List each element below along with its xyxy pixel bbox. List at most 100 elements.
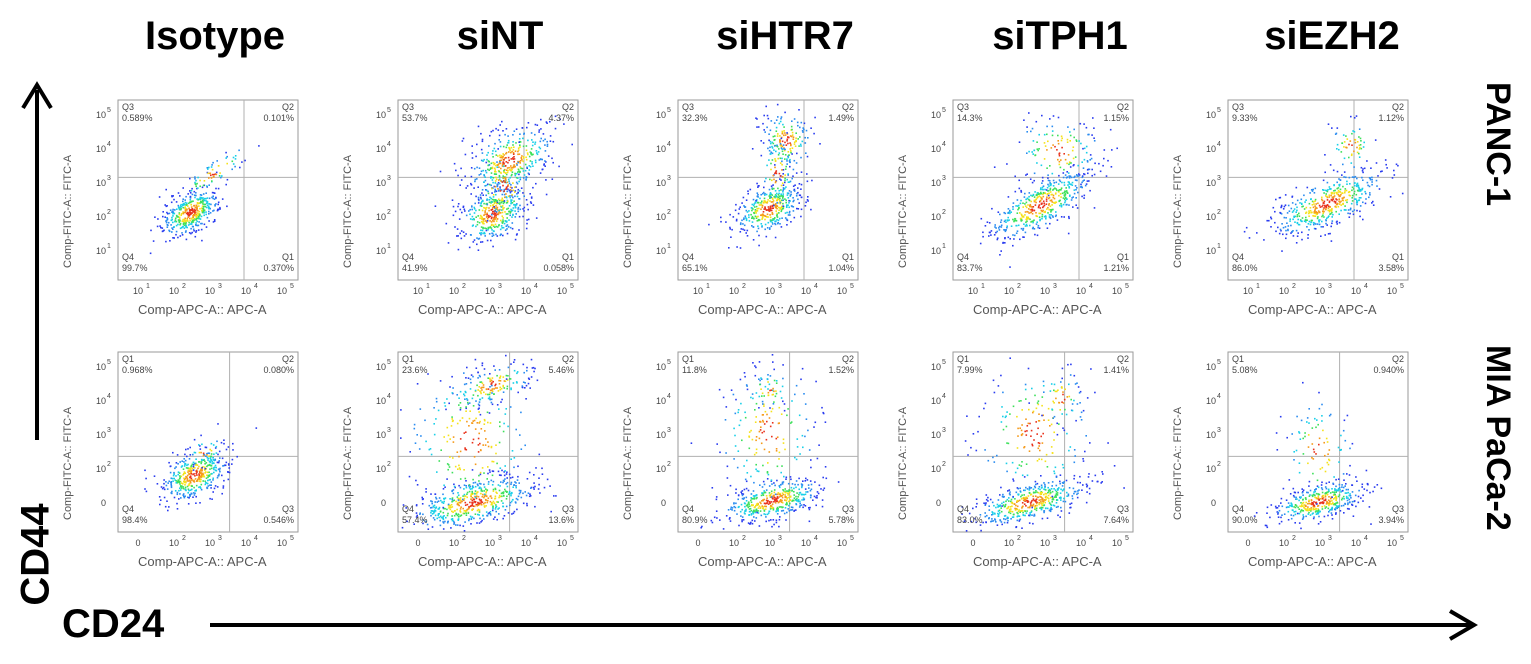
event-dot (780, 179, 782, 181)
event-dot (486, 212, 488, 215)
event-dot (544, 160, 546, 162)
event-dot (466, 420, 468, 423)
event-dot (770, 153, 772, 155)
event-dot (541, 158, 543, 161)
event-dot (178, 213, 181, 216)
event-dot (498, 182, 501, 185)
event-dot (201, 207, 203, 209)
event-dot (735, 203, 737, 206)
event-dot (1039, 207, 1042, 209)
event-dot (1019, 202, 1022, 205)
event-dot (480, 499, 483, 501)
event-dot (208, 464, 210, 466)
event-dot (1031, 208, 1034, 211)
event-dot (498, 379, 500, 382)
event-dot (493, 393, 495, 395)
x-tick-exponent: 4 (1089, 283, 1093, 290)
event-dot (1056, 149, 1058, 151)
event-dot (196, 220, 198, 223)
event-dot (211, 168, 214, 171)
event-dot (209, 212, 212, 214)
event-dot (473, 239, 476, 241)
event-dot (792, 210, 795, 212)
event-dot (1345, 135, 1347, 137)
event-dot (470, 523, 472, 525)
event-dot (496, 161, 498, 163)
event-dot (1047, 183, 1049, 186)
event-dot (485, 220, 488, 223)
event-dot (748, 210, 750, 212)
event-dot (731, 228, 733, 231)
event-dot (467, 403, 469, 405)
event-dot (501, 165, 504, 167)
event-dot (193, 208, 195, 211)
event-dot (511, 190, 513, 192)
event-dot (207, 459, 209, 461)
event-dot (208, 455, 210, 457)
event-dot (772, 203, 775, 206)
event-dot (198, 217, 201, 220)
event-dot (481, 490, 484, 492)
event-dot (196, 464, 199, 466)
event-dot (480, 232, 483, 234)
x-tick-label: 10 (1351, 286, 1361, 296)
event-dot (1032, 226, 1034, 229)
event-dot (774, 194, 777, 196)
event-dot (1311, 200, 1314, 203)
event-dot (527, 172, 530, 175)
event-dot (1324, 205, 1327, 208)
event-dot (471, 157, 474, 159)
event-dot (507, 425, 509, 428)
event-dot (1337, 189, 1340, 192)
event-dot (1309, 209, 1312, 212)
event-dot (739, 510, 742, 513)
event-dot (785, 144, 788, 146)
event-dot (443, 500, 445, 503)
event-dot (1268, 219, 1270, 222)
event-dot (199, 185, 201, 188)
event-dot (760, 208, 762, 210)
event-dot (757, 186, 759, 188)
event-dot (1030, 208, 1033, 211)
event-dot (212, 459, 215, 461)
event-dot (228, 464, 230, 466)
event-dot (1030, 205, 1032, 208)
event-dot (1089, 159, 1091, 161)
event-dot (499, 186, 501, 188)
event-dot (190, 232, 192, 235)
event-dot (184, 211, 187, 213)
event-dot (214, 458, 216, 461)
event-dot (795, 195, 798, 197)
event-dot (490, 167, 492, 169)
event-dot (1033, 199, 1036, 202)
event-dot (501, 157, 504, 159)
event-dot (804, 480, 807, 482)
event-dot (515, 482, 517, 484)
event-dot (193, 190, 196, 193)
event-dot (183, 471, 186, 473)
event-dot (207, 206, 210, 209)
event-dot (760, 223, 763, 225)
x-tick-label: 10 (169, 538, 179, 548)
quadrant-percent: 1.15% (1103, 113, 1129, 123)
event-dot (194, 235, 197, 238)
event-dot (763, 208, 765, 210)
event-dot (825, 477, 828, 480)
event-dot (473, 456, 476, 458)
event-dot (482, 160, 484, 162)
event-dot (1331, 222, 1333, 225)
event-dot (786, 132, 788, 134)
event-dot (538, 477, 540, 479)
event-dot (197, 187, 199, 189)
event-dot (483, 174, 486, 177)
event-dot (193, 230, 195, 232)
event-dot (1038, 205, 1040, 208)
event-dot (189, 479, 191, 481)
event-dot (768, 494, 771, 497)
event-dot (477, 377, 479, 379)
event-dot (790, 509, 792, 511)
event-dot (487, 499, 489, 502)
event-dot (189, 201, 191, 204)
event-dot (492, 204, 494, 206)
event-dot (765, 193, 768, 196)
